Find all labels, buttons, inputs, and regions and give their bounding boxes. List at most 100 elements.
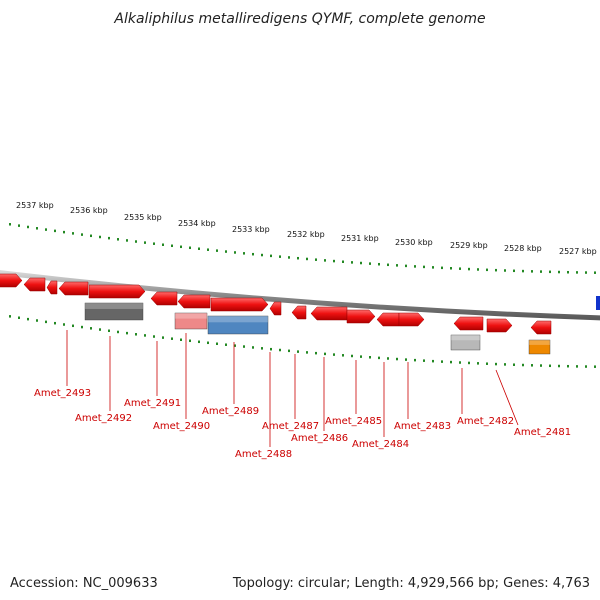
inner-tick bbox=[369, 356, 371, 359]
outer-tick bbox=[396, 264, 398, 267]
outer-tick bbox=[153, 242, 155, 245]
outer-tick bbox=[585, 271, 587, 274]
outer-tick bbox=[180, 245, 182, 249]
gene-arrow[interactable] bbox=[269, 301, 282, 316]
outer-tick bbox=[423, 265, 425, 269]
inner-tick bbox=[522, 363, 524, 367]
outer-tick bbox=[432, 266, 434, 269]
inner-tick bbox=[324, 352, 326, 356]
outer-tick bbox=[99, 235, 101, 239]
outer-tick bbox=[441, 266, 443, 270]
inner-tick bbox=[486, 362, 488, 365]
inner-tick bbox=[234, 344, 236, 347]
cog-box bbox=[528, 339, 551, 355]
outer-tick bbox=[63, 230, 65, 234]
inner-tick bbox=[189, 339, 191, 343]
gene-label[interactable]: Amet_2486 bbox=[291, 433, 348, 444]
inner-tick bbox=[144, 334, 146, 337]
inner-tick bbox=[360, 355, 362, 358]
outer-tick-track bbox=[9, 223, 596, 274]
inner-tick bbox=[468, 361, 470, 365]
accession-text: Accession: NC_009633 bbox=[10, 576, 158, 591]
gene-arrow[interactable] bbox=[150, 291, 178, 306]
inner-tick bbox=[585, 365, 587, 368]
map-title: Alkaliphilus metalliredigens QYMF, compl… bbox=[113, 11, 485, 27]
gene-label[interactable]: Amet_2484 bbox=[352, 439, 409, 450]
gene-arrow[interactable] bbox=[453, 316, 484, 331]
gene-label[interactable]: Amet_2488 bbox=[235, 449, 292, 460]
gene-arrow[interactable] bbox=[486, 318, 513, 333]
inner-tick bbox=[414, 358, 416, 362]
cog-box bbox=[450, 334, 481, 351]
inner-tick bbox=[36, 319, 38, 322]
outer-tick bbox=[207, 248, 209, 251]
inner-tick bbox=[396, 357, 398, 361]
inner-tick bbox=[180, 338, 182, 341]
inner-tick bbox=[306, 351, 308, 354]
inner-tick bbox=[549, 364, 551, 368]
inner-tick bbox=[495, 362, 497, 366]
gene-label[interactable]: Amet_2481 bbox=[514, 427, 571, 438]
kbp-label: 2537 kbp bbox=[16, 201, 54, 210]
inner-tick bbox=[459, 361, 461, 364]
kbp-label: 2533 kbp bbox=[232, 225, 270, 234]
gene-arrow[interactable] bbox=[177, 294, 211, 309]
inner-tick bbox=[108, 329, 110, 333]
gene-arrow[interactable] bbox=[310, 306, 348, 321]
outer-tick bbox=[297, 256, 299, 260]
gene-label[interactable]: Amet_2489 bbox=[202, 406, 259, 417]
inner-tick bbox=[27, 317, 29, 321]
inner-tick bbox=[405, 358, 407, 361]
gene-track bbox=[0, 273, 552, 335]
kbp-label: 2536 kbp bbox=[70, 206, 108, 215]
gene-arrow[interactable] bbox=[398, 312, 425, 327]
outer-tick bbox=[360, 261, 362, 265]
inner-tick bbox=[432, 359, 434, 363]
outer-tick bbox=[270, 254, 272, 258]
inner-tick bbox=[63, 323, 65, 326]
gene-arrow[interactable] bbox=[88, 284, 146, 299]
gene-arrow[interactable] bbox=[291, 305, 307, 320]
gene-label[interactable]: Amet_2482 bbox=[457, 416, 514, 427]
outer-tick bbox=[531, 270, 533, 273]
gene-arrow[interactable] bbox=[0, 273, 23, 288]
outer-tick bbox=[117, 238, 119, 241]
inner-tick bbox=[45, 320, 47, 324]
gene-arrow[interactable] bbox=[210, 297, 269, 312]
gene-label[interactable]: Amet_2490 bbox=[153, 421, 210, 432]
outer-tick bbox=[54, 229, 56, 233]
inner-tick-track bbox=[9, 315, 596, 368]
inner-tick bbox=[99, 328, 101, 331]
gene-label-group: Amet_2493 Amet_2492 Amet_2491 Amet_2490 Amet… bbox=[34, 388, 571, 460]
gene-arrow[interactable] bbox=[530, 320, 552, 335]
inner-tick bbox=[504, 363, 506, 366]
gene-arrow[interactable] bbox=[23, 277, 46, 292]
gene-arrow[interactable] bbox=[376, 312, 400, 327]
gene-label[interactable]: Amet_2487 bbox=[262, 421, 319, 432]
gene-label[interactable]: Amet_2491 bbox=[124, 398, 181, 409]
cog-box-highlight bbox=[85, 303, 143, 309]
inner-tick bbox=[576, 365, 578, 368]
gene-arrow[interactable] bbox=[46, 280, 58, 295]
gene-arrow[interactable] bbox=[58, 281, 89, 296]
gene-label[interactable]: Amet_2493 bbox=[34, 388, 91, 399]
outer-tick bbox=[27, 225, 29, 229]
inner-tick bbox=[90, 327, 92, 330]
kbp-label: 2528 kbp bbox=[504, 244, 542, 253]
outer-tick bbox=[333, 259, 335, 263]
gene-arrow[interactable] bbox=[346, 309, 376, 324]
outer-tick bbox=[18, 224, 20, 227]
kbp-label: 2535 kbp bbox=[124, 213, 162, 222]
cog-box-highlight bbox=[208, 316, 268, 323]
label-leader bbox=[495, 369, 519, 426]
gene-label[interactable]: Amet_2483 bbox=[394, 421, 451, 432]
outer-tick bbox=[558, 270, 560, 274]
inner-tick bbox=[594, 365, 596, 368]
gene-label[interactable]: Amet_2485 bbox=[325, 416, 382, 427]
outer-tick bbox=[486, 268, 488, 272]
inner-tick bbox=[252, 346, 254, 349]
outer-tick bbox=[567, 270, 569, 274]
gene-label[interactable]: Amet_2492 bbox=[75, 413, 132, 424]
inner-tick bbox=[531, 364, 533, 367]
